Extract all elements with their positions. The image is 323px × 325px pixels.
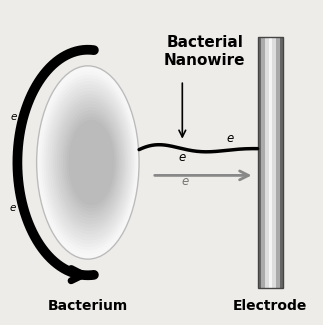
Ellipse shape xyxy=(48,85,130,240)
Ellipse shape xyxy=(36,66,139,259)
Bar xyxy=(279,37,283,288)
Ellipse shape xyxy=(62,108,120,217)
Text: Bacterial
Nanowire: Bacterial Nanowire xyxy=(164,35,245,68)
Text: e: e xyxy=(227,132,234,145)
Text: Bacterium: Bacterium xyxy=(48,299,128,313)
Ellipse shape xyxy=(60,105,121,220)
Bar xyxy=(272,37,276,288)
Ellipse shape xyxy=(68,117,115,208)
Ellipse shape xyxy=(64,111,118,214)
Text: e: e xyxy=(182,175,189,188)
Text: Electrode: Electrode xyxy=(233,299,307,313)
Text: e: e xyxy=(11,112,17,123)
Ellipse shape xyxy=(56,98,124,227)
Ellipse shape xyxy=(40,72,136,253)
Bar xyxy=(276,37,279,288)
Ellipse shape xyxy=(54,95,126,230)
Ellipse shape xyxy=(38,69,138,256)
Ellipse shape xyxy=(42,75,135,250)
Bar xyxy=(257,37,261,288)
Ellipse shape xyxy=(52,92,127,233)
Ellipse shape xyxy=(66,114,117,211)
Text: e: e xyxy=(9,202,16,213)
Ellipse shape xyxy=(50,88,129,237)
Ellipse shape xyxy=(69,121,114,204)
Bar xyxy=(265,37,268,288)
Bar xyxy=(268,37,272,288)
Bar xyxy=(257,37,283,288)
Ellipse shape xyxy=(58,101,123,224)
Ellipse shape xyxy=(46,82,131,243)
Ellipse shape xyxy=(44,79,133,246)
Bar xyxy=(261,37,265,288)
Text: e: e xyxy=(179,151,186,164)
